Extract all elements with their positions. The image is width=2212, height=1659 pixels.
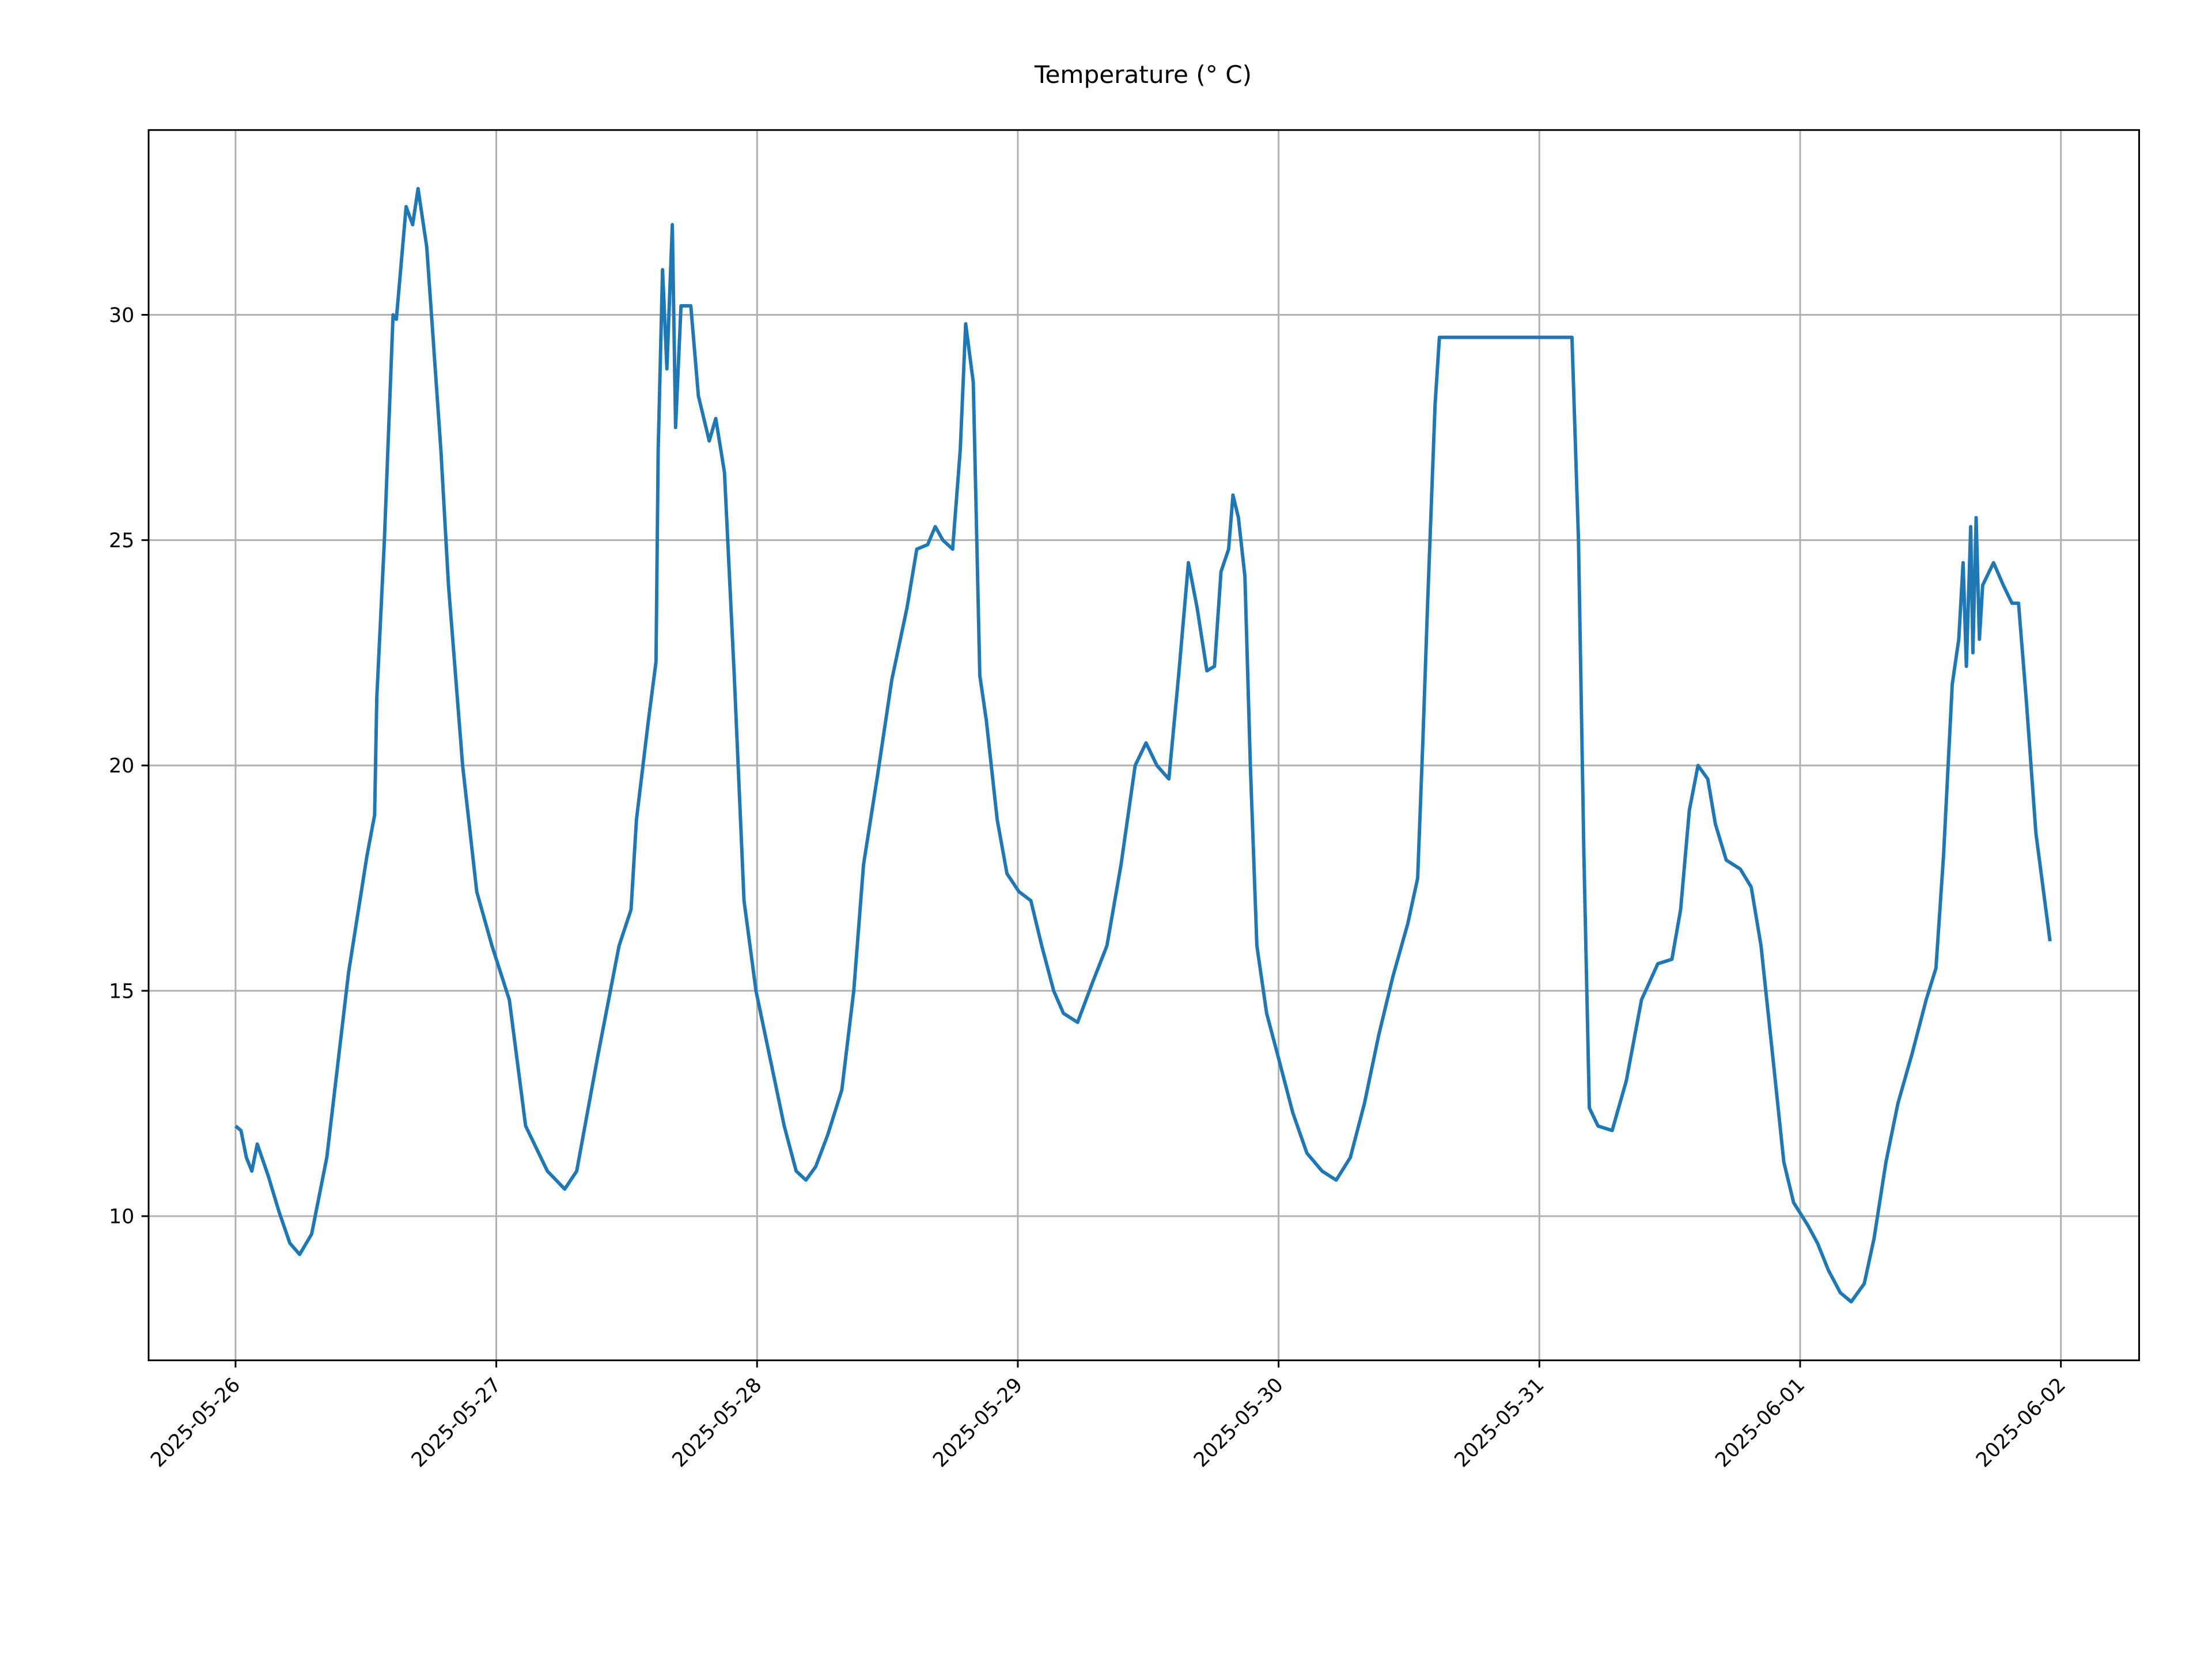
y-tick-label: 10 bbox=[109, 1206, 134, 1229]
y-tick-label: 15 bbox=[109, 980, 134, 1003]
axes-frame bbox=[147, 129, 2140, 1362]
grid bbox=[148, 130, 2139, 1361]
plot bbox=[234, 187, 2052, 1304]
y-tick-label: 20 bbox=[109, 755, 134, 778]
y-tick-label: 25 bbox=[109, 529, 134, 552]
chart-title: Temperature (° C) bbox=[1034, 60, 1252, 89]
y-tick-label: 30 bbox=[109, 304, 134, 327]
data-line bbox=[234, 187, 2052, 1304]
